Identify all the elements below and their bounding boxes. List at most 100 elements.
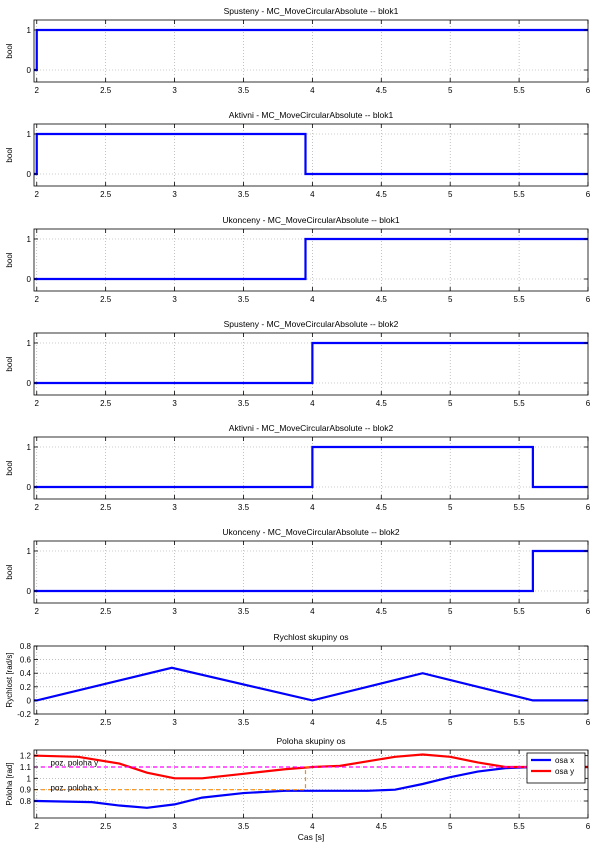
x-tick-label: 4.5 bbox=[376, 86, 388, 95]
legend-box bbox=[526, 752, 586, 784]
x-tick-label: 4.5 bbox=[376, 503, 388, 512]
axes-frame bbox=[33, 123, 589, 187]
x-tick-label: 2.5 bbox=[100, 86, 112, 95]
annotation-label: poz. poloha y bbox=[51, 758, 99, 767]
x-tick-label: 3.5 bbox=[238, 718, 250, 727]
y-tick-label: 0 bbox=[27, 170, 32, 179]
x-tick-label: 5 bbox=[448, 399, 453, 408]
x-tick-label: 2.5 bbox=[100, 503, 112, 512]
axes-frame bbox=[33, 19, 589, 83]
chart-title: Spusteny - MC_MoveCircularAbsolute -- bl… bbox=[224, 6, 399, 16]
x-tick-label: 4.5 bbox=[376, 607, 388, 616]
chart-title: Ukonceny - MC_MoveCircularAbsolute -- bl… bbox=[222, 215, 399, 225]
x-tick-label: 6 bbox=[586, 295, 591, 304]
y-tick-label: 1 bbox=[27, 235, 32, 244]
chart-panel: 2 2.5 3 3.5 4 4.5 5 5.5 6 0 1 Aktivni - MC_MoveCirc… bbox=[5, 110, 591, 199]
x-tick-label: 3.5 bbox=[238, 86, 250, 95]
legend: osa x osa y bbox=[526, 752, 586, 784]
x-tick-label: 4.5 bbox=[376, 190, 388, 199]
x-tick-label: 5.5 bbox=[514, 295, 526, 304]
y-tick-label: 1 bbox=[27, 339, 32, 348]
x-tick-label: 4.5 bbox=[376, 295, 388, 304]
series-line bbox=[34, 237, 588, 281]
y-tick-label: 0 bbox=[27, 66, 32, 75]
x-tick-label: 3 bbox=[172, 86, 177, 95]
x-tick-label: 2.5 bbox=[100, 295, 112, 304]
x-tick-label: 6 bbox=[586, 86, 591, 95]
x-tick-label: 3 bbox=[172, 190, 177, 199]
legend-label: osa x bbox=[555, 756, 574, 765]
x-tick-label: 6 bbox=[586, 607, 591, 616]
y-tick-label: 0.9 bbox=[20, 786, 32, 795]
x-axis-label: Cas [s] bbox=[298, 832, 324, 842]
y-tick-label: 1 bbox=[27, 130, 32, 139]
x-tick-label: 2 bbox=[35, 607, 40, 616]
y-tick-label: 0 bbox=[27, 483, 32, 492]
y-tick-label: 0.6 bbox=[20, 656, 32, 665]
x-tick-label: 3.5 bbox=[238, 822, 250, 831]
chart-title: Aktivni - MC_MoveCircularAbsolute -- blo… bbox=[229, 423, 394, 433]
x-tick-label: 5.5 bbox=[514, 86, 526, 95]
axes-frame bbox=[33, 645, 589, 715]
chart-panel: 2 2.5 3 3.5 4 4.5 5 5.5 6 0 1 Ukonceny - MC_MoveCir… bbox=[5, 527, 591, 616]
x-tick-label: 4 bbox=[310, 295, 315, 304]
chart-title: Spusteny - MC_MoveCircularAbsolute -- bl… bbox=[224, 319, 399, 329]
y-tick-label: -0.2 bbox=[17, 710, 31, 719]
x-tick-label: 5 bbox=[448, 190, 453, 199]
x-tick-label: 2 bbox=[35, 190, 40, 199]
chart-title: Rychlost skupiny os bbox=[273, 632, 348, 642]
x-tick-label: 2 bbox=[35, 503, 40, 512]
y-axis-label: bool bbox=[5, 460, 14, 475]
y-tick-label: 0 bbox=[27, 379, 32, 388]
y-axis-label: bool bbox=[5, 356, 14, 371]
plot-area bbox=[34, 646, 588, 714]
axes-frame bbox=[33, 332, 589, 396]
y-tick-label: 1 bbox=[27, 443, 32, 452]
x-tick-label: 5.5 bbox=[514, 822, 526, 831]
x-tick-label: 2 bbox=[35, 295, 40, 304]
chart-title: Poloha skupiny os bbox=[277, 736, 346, 746]
y-axis-label: bool bbox=[5, 252, 14, 267]
axes-frame bbox=[33, 436, 589, 500]
x-tick-label: 3.5 bbox=[238, 295, 250, 304]
x-tick-label: 3 bbox=[172, 822, 177, 831]
x-tick-label: 3 bbox=[172, 718, 177, 727]
y-axis-label: Rychlost [rad/s] bbox=[5, 652, 14, 707]
y-axis-label: bool bbox=[5, 147, 14, 162]
x-tick-label: 2 bbox=[35, 718, 40, 727]
x-tick-label: 2.5 bbox=[100, 607, 112, 616]
x-tick-label: 6 bbox=[586, 822, 591, 831]
y-tick-label: 0 bbox=[27, 587, 32, 596]
x-tick-label: 6 bbox=[586, 190, 591, 199]
x-tick-label: 6 bbox=[586, 718, 591, 727]
x-tick-label: 4 bbox=[310, 607, 315, 616]
x-tick-label: 3.5 bbox=[238, 503, 250, 512]
x-tick-label: 2.5 bbox=[100, 822, 112, 831]
x-tick-label: 4.5 bbox=[376, 718, 388, 727]
reference-line bbox=[34, 766, 313, 791]
x-tick-label: 2.5 bbox=[100, 718, 112, 727]
x-tick-label: 6 bbox=[586, 399, 591, 408]
chart-panel: 2 2.5 3 3.5 4 4.5 5 5.5 6 -0.2 0 0.2 0.4 0.6 0.8 Rychlo… bbox=[5, 632, 591, 727]
x-tick-label: 2.5 bbox=[100, 399, 112, 408]
series-line-osa-y bbox=[34, 753, 588, 780]
x-tick-label: 3.5 bbox=[238, 399, 250, 408]
x-tick-label: 5.5 bbox=[514, 503, 526, 512]
series-line-osa-x bbox=[34, 765, 588, 809]
x-tick-label: 4 bbox=[310, 503, 315, 512]
y-tick-label: 1.2 bbox=[20, 752, 32, 761]
chart-panel: 2 2.5 3 3.5 4 4.5 5 5.5 6 0 1 Ukonceny - MC_MoveCir… bbox=[5, 215, 591, 304]
axes-frame bbox=[33, 749, 589, 819]
y-tick-label: 1 bbox=[27, 774, 32, 783]
x-tick-label: 4.5 bbox=[376, 822, 388, 831]
x-tick-label: 5 bbox=[448, 822, 453, 831]
x-tick-label: 2 bbox=[35, 822, 40, 831]
chart-panel: 2 2.5 3 3.5 4 4.5 5 5.5 6 0 1 Spusteny - MC_MoveCir… bbox=[5, 319, 591, 408]
annotation-label: poz. poloha x bbox=[51, 783, 99, 792]
y-tick-label: 0 bbox=[27, 275, 32, 284]
y-tick-label: 1.1 bbox=[20, 763, 32, 772]
x-tick-label: 4.5 bbox=[376, 399, 388, 408]
x-tick-label: 3.5 bbox=[238, 190, 250, 199]
x-tick-label: 5.5 bbox=[514, 399, 526, 408]
x-tick-label: 3 bbox=[172, 607, 177, 616]
